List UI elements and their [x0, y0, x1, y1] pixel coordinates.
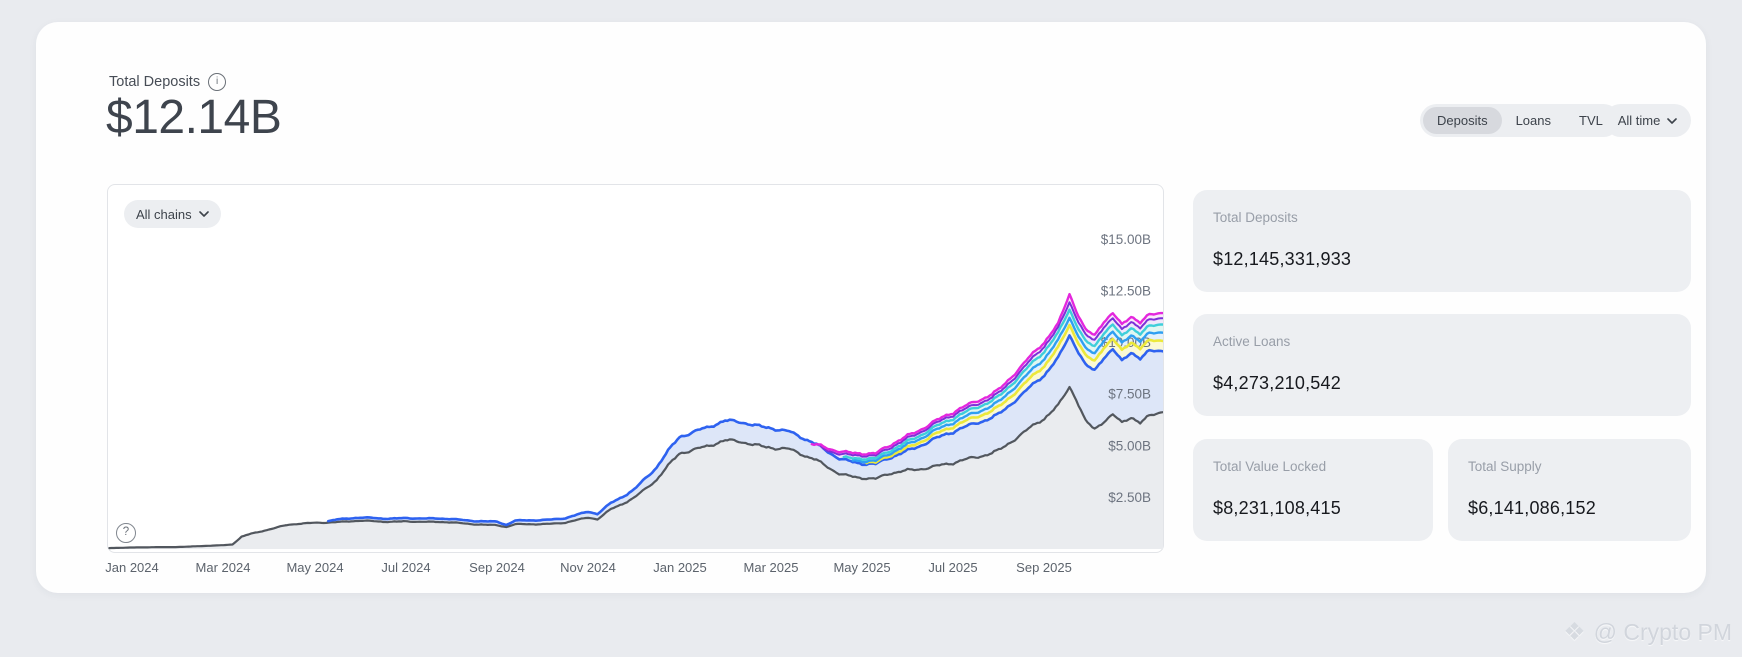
x-axis: Jan 2024 Mar 2024 May 2024 Jul 2024 Sep 2024…	[36, 560, 1706, 578]
dashboard-card: Total Deposits i $12.14B Deposits Loans …	[36, 22, 1706, 593]
x-axis-tick-label: May 2025	[833, 560, 891, 575]
stat-label: Total Deposits	[1213, 210, 1298, 225]
stat-label: Total Value Locked	[1213, 459, 1327, 474]
time-range-label: All time	[1617, 113, 1661, 128]
series-gray-area	[109, 387, 1163, 549]
x-axis-tick-label: Sep 2024	[469, 560, 525, 575]
stat-card-active-loans: Active Loans $4,273,210,542	[1193, 314, 1691, 416]
tab-loans[interactable]: Loans	[1515, 113, 1551, 128]
x-axis-tick-label: Jan 2025	[653, 560, 707, 575]
series-sky-blue-line	[851, 316, 1163, 464]
stat-card-total-value-locked: Total Value Locked $8,231,108,415	[1193, 439, 1433, 541]
y-axis-tick-label: $2.50B	[1108, 490, 1151, 505]
chevron-down-icon	[198, 211, 209, 217]
watermark-text: @ Crypto PM	[1593, 619, 1732, 645]
series-cyan-line	[842, 308, 1163, 461]
x-axis-tick-label: Nov 2024	[560, 560, 616, 575]
view-toggle-group: Deposits Loans TVL	[1420, 104, 1620, 137]
chain-filter-select[interactable]: All chains	[124, 200, 221, 228]
x-axis-tick-label: Jul 2025	[928, 560, 978, 575]
x-axis-tick-label: May 2024	[286, 560, 344, 575]
stat-card-total-deposits: Total Deposits $12,145,331,933	[1193, 190, 1691, 292]
metric-title: Total Deposits	[109, 74, 201, 90]
y-axis-tick-label: $5.00B	[1108, 438, 1151, 453]
x-axis-tick-label: Jan 2024	[105, 560, 159, 575]
info-icon[interactable]: i	[208, 73, 227, 91]
tab-deposits[interactable]: Deposits	[1423, 107, 1502, 134]
chain-filter-label: All chains	[136, 206, 192, 222]
stat-value: $12,145,331,933	[1213, 249, 1352, 269]
deposits-area-chart[interactable]: $15.00B$12.50B$10.00B$7.50B$5.00B$2.50B	[108, 185, 1163, 552]
help-icon[interactable]: ?	[116, 523, 136, 543]
x-axis-tick-label: Sep 2025	[1016, 560, 1072, 575]
deposits-chart-panel[interactable]: All chains $15.00B $12.50B $10.00B $7.50B $5…	[107, 184, 1164, 553]
time-range-select[interactable]: All time	[1604, 104, 1691, 137]
stat-label: Total Supply	[1468, 459, 1542, 474]
diamond-logo-icon: ❖	[1563, 618, 1586, 646]
series-magenta-line	[810, 292, 1163, 456]
series-purple-line	[819, 301, 1163, 458]
metric-value: $12.14B	[106, 91, 282, 144]
metric-title-row: Total Deposits i	[109, 73, 227, 91]
stat-value: $6,141,086,152	[1468, 498, 1596, 518]
series-yellow-line	[865, 323, 1163, 465]
stat-value: $8,231,108,415	[1213, 498, 1341, 518]
stat-label: Active Loans	[1213, 334, 1291, 349]
x-axis-tick-label: Mar 2025	[743, 560, 799, 575]
watermark: ❖ @ Crypto PM	[1563, 619, 1732, 646]
x-axis-tick-label: Jul 2024	[381, 560, 431, 575]
stat-card-total-supply: Total Supply $6,141,086,152	[1448, 439, 1691, 541]
series-blue-line	[327, 334, 1163, 527]
chevron-down-icon	[1667, 117, 1678, 124]
y-axis-tick-label: $15.00B	[1101, 232, 1151, 247]
tab-tvl[interactable]: TVL	[1579, 113, 1603, 128]
series-gray-line	[108, 385, 1163, 550]
y-axis-tick-label: $7.50B	[1108, 387, 1151, 402]
y-axis-tick-label: $12.50B	[1101, 284, 1151, 299]
stat-value: $4,273,210,542	[1213, 373, 1341, 393]
x-axis-tick-label: Mar 2024	[195, 560, 251, 575]
